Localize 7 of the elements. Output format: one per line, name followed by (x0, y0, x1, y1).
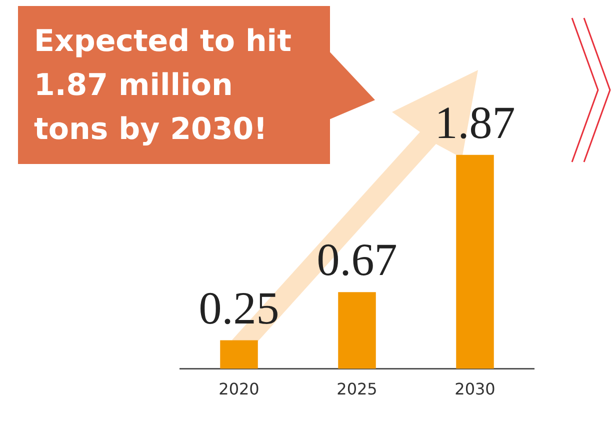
text: Expected to hit 1.87 million tons by 2030! (18, 6, 330, 164)
data-label: 0.67 (316, 234, 398, 286)
x-tick-label: 2020 (218, 380, 260, 399)
x-tick-label: 2030 (454, 380, 496, 399)
data-label: 1.87 (434, 96, 516, 148)
x-tick-label: 2025 (336, 380, 378, 399)
data-label: 0.25 (198, 282, 280, 334)
